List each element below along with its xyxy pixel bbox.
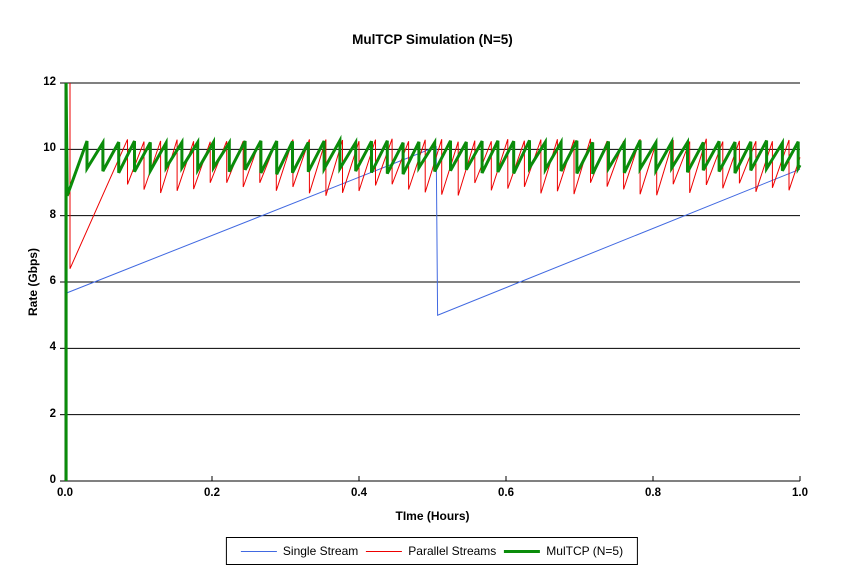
legend-label-multcp-n-5: MulTCP (N=5) [546, 544, 624, 558]
x-tick-label-0.4: 0.4 [351, 487, 367, 499]
legend-line-swatch-multcp-n-5 [504, 549, 541, 553]
y-tick-label-6: 6 [49, 275, 56, 287]
legend-item-single-stream: Single Stream [240, 544, 359, 558]
x-tick-label-0.2: 0.2 [204, 487, 220, 499]
x-tick-label-1.0: 1.0 [792, 487, 808, 499]
legend-label-parallel-streams: Parallel Streams [408, 544, 497, 558]
legend-item-multcp-n-5: MulTCP (N=5) [504, 544, 623, 558]
series-parallel-streams [69, 83, 801, 269]
y-tick-label-4: 4 [49, 341, 56, 354]
y-tick-label-10: 10 [43, 142, 56, 155]
legend-box: Single Stream Parallel Streams MulTCP (N=5… [225, 537, 639, 565]
x-tick-label-0.6: 0.6 [498, 487, 514, 499]
y-tick-label-0: 0 [49, 474, 56, 486]
x-tick-label-0.0: 0.0 [57, 487, 73, 499]
legend-line-swatch-single-stream [240, 550, 277, 552]
legend-line-swatch-parallel-streams [366, 550, 403, 552]
x-axis-title: TIme (Hours) [395, 509, 470, 523]
y-tick-label-2: 2 [49, 407, 56, 420]
y-tick-label-12: 12 [43, 76, 56, 88]
series-multcp-n-5 [64, 82, 802, 481]
y-tick-label-8: 8 [49, 208, 56, 221]
chart-title: MulTCP Simulation (N=5) [352, 32, 513, 47]
series-single-stream [64, 145, 801, 316]
legend-item-parallel-streams: Parallel Streams [366, 544, 496, 558]
x-tick-label-0.8: 0.8 [645, 487, 661, 499]
legend-label-single-stream: Single Stream [282, 544, 359, 558]
